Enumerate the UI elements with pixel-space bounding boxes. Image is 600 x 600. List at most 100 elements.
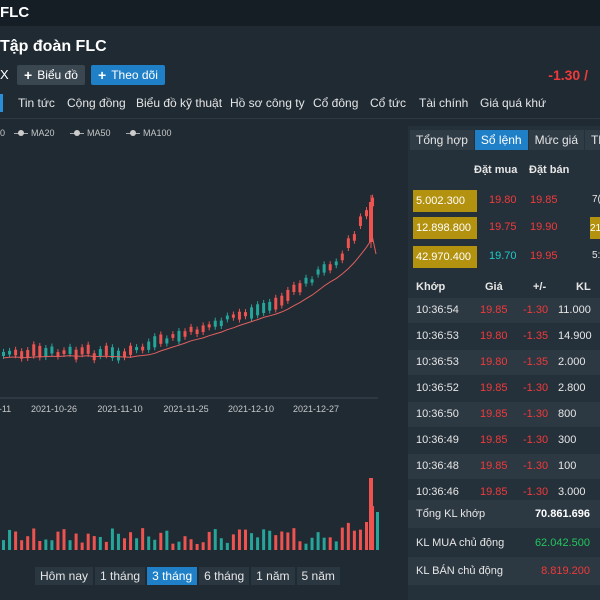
match-change: -1.30 [523,434,549,446]
volume-bar [256,537,260,550]
tab-news[interactable]: Tin tức [18,96,55,110]
match-time: 10:36:53 [416,330,459,342]
range-today[interactable]: Hôm nay [34,566,95,586]
volume-bar [231,534,235,550]
candle [8,350,12,355]
candle [38,345,42,358]
company-name: Tập đoàn FLC [0,38,107,55]
volume-bar [147,536,151,550]
range-1-year[interactable]: 1 năm [250,566,296,586]
legend-ma50-label: MA50 [87,128,111,138]
tab-technical-chart[interactable]: Biểu đồ kỹ thuật [136,96,223,110]
summary-value: 8.819.200 [541,565,590,577]
candle [244,312,247,317]
range-1-month[interactable]: 1 tháng [94,566,147,586]
match-change: -1.30 [523,486,549,498]
exchange-label: X [0,67,9,82]
candle [32,344,36,356]
volume-bar [123,538,126,550]
candle [159,334,163,344]
panel-tab-summary[interactable]: Tổng hợp [410,130,475,150]
match-change: -1.35 [523,330,549,342]
volume-bar [129,532,133,550]
candle [365,210,368,217]
candle [104,345,108,356]
volume-bar [153,539,157,550]
match-volume: 800 [558,408,577,420]
x-tick-label: -11 [0,404,11,414]
candle [201,325,205,333]
candle [116,350,120,361]
legend-ma20[interactable]: MA20 [14,128,55,138]
volume-bar [304,543,308,550]
orderbook-row: 42.970.400 19.70 19.95 5: [408,246,600,270]
volume-bar [165,530,169,550]
match-price: 19.85 [480,382,508,394]
match-time: 10:36:46 [416,486,459,498]
volume-bar [250,533,254,550]
volume-bar [80,542,84,550]
tab-company-profile[interactable]: Hồ sơ công ty [230,96,305,110]
sell-price: 19.85 [530,194,558,206]
volume-bar [171,543,175,550]
right-panel: Tổng hợp Sổ lệnh Mức giá Thố Đặt mua Đặt… [408,126,600,600]
candle [129,345,133,355]
match-time: 10:36:53 [416,356,459,368]
legend-ma50[interactable]: MA50 [70,128,111,138]
price-chart[interactable]: -11 2021-10-26 2021-11-10 2021-11-25 2021-12… [0,140,400,560]
volume-bar [225,542,229,550]
tab-price-history[interactable]: Giá quá khứ [480,96,547,110]
divider [0,118,600,119]
volume-bar [286,532,290,550]
x-tick-label: 2021-10-26 [31,404,77,414]
candle [231,314,235,318]
volume-bar [207,531,211,550]
candle [334,261,338,266]
tab-financials[interactable]: Tài chính [419,96,469,110]
tab-dividends[interactable]: Cổ tức [370,96,407,110]
summary-value: 70.861.696 [534,508,590,520]
sell-volume: 7( [592,194,600,205]
panel-tab-orderbook[interactable]: Sổ lệnh [474,130,529,150]
match-price: 19.85 [480,486,508,498]
volume-bar [328,537,332,550]
match-row: 10:36:53 19.80 -1.35 2.000 [408,350,600,375]
panel-tab-price-levels[interactable]: Mức giá [528,130,585,150]
volume-bar [104,541,108,550]
orderbook-sell-header: Đặt bán [529,164,570,176]
tab-community[interactable]: Cộng đồng [67,96,126,110]
candle [20,351,24,359]
candle [14,349,18,356]
candle [352,234,356,241]
volume-bar [219,538,223,550]
buy-volume: 12.898.800 [413,217,477,239]
legend-marker-icon [126,129,140,137]
legend-ma100[interactable]: MA100 [126,128,172,138]
match-price: 19.85 [480,434,508,446]
candle [322,264,326,273]
range-3-months[interactable]: 3 tháng [146,566,199,586]
volume-bar [189,539,193,550]
range-6-months[interactable]: 6 tháng [198,566,251,586]
range-5-years[interactable]: 5 năm [295,566,341,586]
buy-volume: 5.002.300 [413,190,477,212]
candle [292,284,296,293]
candle [153,336,157,348]
follow-button[interactable]: + Theo dõi [91,65,165,85]
candle [207,324,211,328]
volume-bar [268,530,272,550]
match-price: 19.80 [480,356,508,368]
candle [189,326,193,332]
volume-bar [280,531,284,550]
tab-shareholders[interactable]: Cổ đông [313,96,359,110]
candle [219,320,223,327]
legend-fragment: 0 [0,128,6,138]
action-row: X + Biểu đồ + Theo dõi -1.30 / [0,65,600,85]
match-time: 10:36:52 [416,382,459,394]
panel-tab-stats[interactable]: Thố [585,130,600,150]
summary-label: KL BÁN chủ động [416,565,504,577]
chart-button[interactable]: + Biểu đồ [17,65,85,85]
match-row: 10:36:49 19.85 -1.30 300 [408,428,600,453]
volume-bar [50,540,54,550]
match-change: -1.30 [523,460,549,472]
